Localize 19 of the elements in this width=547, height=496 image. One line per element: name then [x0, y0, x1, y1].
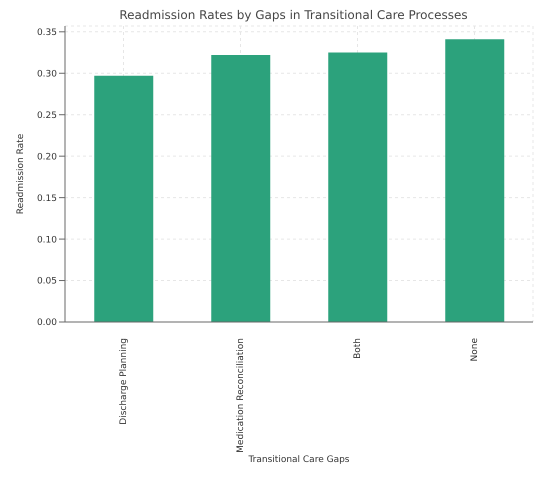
y-tick-label: 0.10 [36, 235, 58, 246]
bar [211, 55, 270, 322]
y-tick-label: 0.15 [36, 194, 57, 204]
bar [328, 52, 388, 322]
y-tick-label: 0.05 [36, 276, 57, 287]
x-tick-label: Both [352, 338, 363, 359]
chart-title: Readmission Rates by Gaps in Transitional Care Processes [118, 8, 469, 22]
y-tick-label: 0.20 [36, 152, 58, 162]
x-tick-label: Discharge Planning [118, 338, 129, 425]
y-tick-label: 0.25 [36, 110, 57, 121]
y-axis-title: Readmission Rate [16, 133, 26, 214]
x-tick-label: Medication Reconciliation [236, 338, 246, 453]
x-tick-label: None [470, 338, 480, 362]
y-tick-label: 0.30 [36, 69, 58, 80]
x-axis-title: Transitional Care Gaps [248, 455, 350, 465]
y-tick-label: 0.00 [36, 318, 58, 328]
y-tick-label: 0.35 [36, 28, 57, 38]
bar [94, 76, 154, 322]
bar [445, 39, 504, 322]
